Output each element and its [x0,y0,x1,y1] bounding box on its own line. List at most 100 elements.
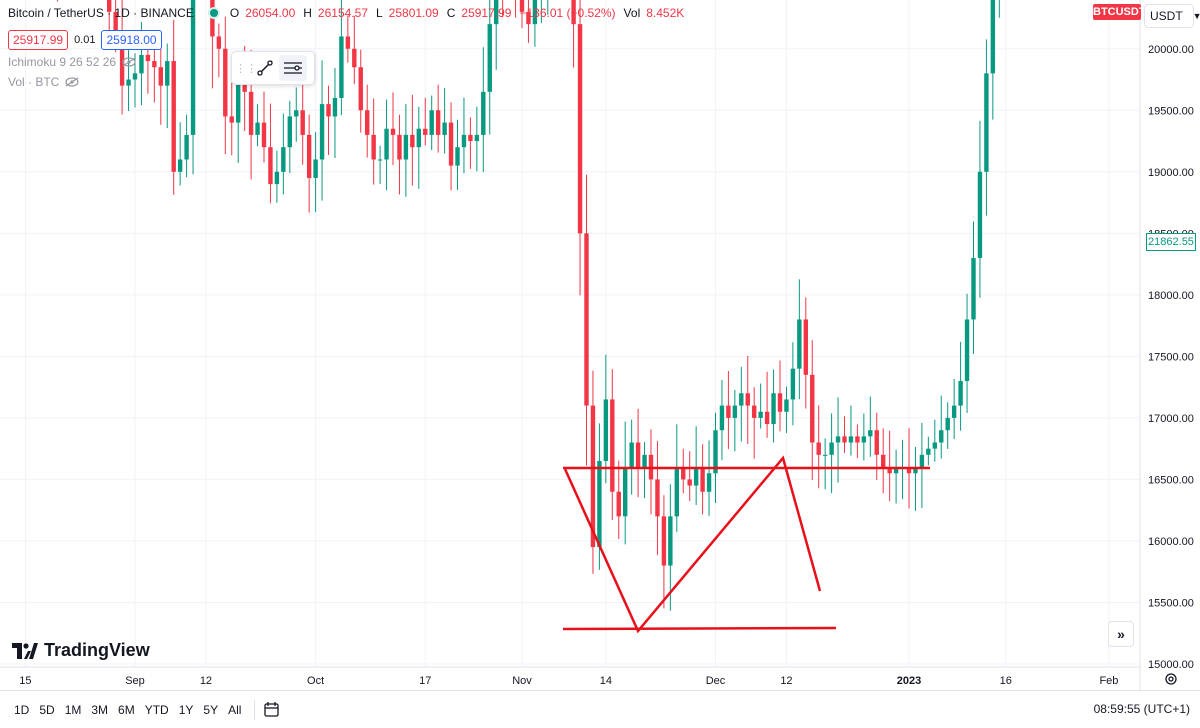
sell-price-button[interactable]: 25917.99 [8,30,69,50]
time-tick-label: Sep [125,675,145,687]
scroll-to-latest-button[interactable]: » [1108,621,1134,647]
price-tick-label: 17000.00 [1148,413,1194,425]
candle-body [571,0,576,25]
candle-body [668,516,673,566]
hidden-eye-icon[interactable] [122,57,136,67]
tradingview-logo[interactable]: TradingView [12,640,150,661]
hidden-eye-icon[interactable] [65,77,79,87]
candle-body [397,134,402,160]
range-6m-button[interactable]: 6M [118,702,135,717]
range-5d-button[interactable]: 5D [39,702,55,717]
currency-select[interactable]: USDT ▼ [1144,4,1200,28]
candle-body [268,147,273,185]
candle-body [339,36,344,98]
candle-body [442,122,447,135]
candle-body [803,319,808,375]
candle-body [526,11,531,25]
candle-body [887,467,892,474]
candle-body [939,430,944,443]
candle-body [784,399,789,412]
candle-body [519,0,525,12]
candle-body [893,467,899,474]
high-label: H [303,6,312,20]
drag-handle-icon[interactable]: ⋮⋮ [235,62,257,75]
price-tick-label: 17500.00 [1148,351,1194,363]
symbol-title[interactable]: Bitcoin / TetherUS · 1D · BINANCE [8,6,194,20]
candle-body [752,405,757,418]
candle-body [332,97,338,117]
candle-body [287,116,292,148]
time-tick-label: Oct [307,675,324,687]
candle-body [435,110,441,135]
candle-body [429,110,434,135]
candle-body [687,479,692,486]
line-style-tool-button[interactable] [279,55,307,81]
candle-body [326,104,331,117]
candle-body [719,405,725,431]
candle-body [590,405,596,548]
range-1m-button[interactable]: 1M [64,702,82,717]
candle-body [461,134,467,148]
time-tick-label: 2023 [897,675,921,687]
candle-body [358,67,363,111]
time-axis: 15 Sep 12 Oct 17 Nov 14 Dec 12 2023 16 Feb [19,675,1118,687]
candle-body [855,436,860,443]
candle-body [190,0,196,135]
range-5y-button[interactable]: 5Y [203,702,219,717]
gear-icon[interactable] [1164,672,1178,686]
candle-body [745,393,750,406]
candle-body [455,147,460,166]
candle-body [255,122,260,135]
symbol-price-tag: BTCUSDT [1093,4,1146,20]
candle-body [403,134,409,160]
candle-body [790,368,796,400]
range-3m-button[interactable]: 3M [91,702,109,717]
candle-body [107,0,112,12]
indicator-volume[interactable]: Vol · BTC [8,75,79,89]
volume-value: 8.452K [646,6,685,20]
candle-body [177,159,183,172]
candle-body [951,405,957,418]
candle-body [919,454,925,468]
price-chart[interactable]: 15000.00 15500.00 16000.00 16500.00 17000.00… [0,0,1200,690]
range-1d-button[interactable]: 1D [14,702,30,717]
candle-body [771,393,776,425]
candle-body [797,319,802,369]
timezone-clock[interactable]: 08:59:55 (UTC+1) [1093,702,1190,716]
pattern-polyline[interactable] [563,455,822,634]
candle-body [822,454,828,456]
candle-body [681,467,686,480]
price-tick-label: 16500.00 [1148,474,1194,486]
candle-body [184,134,189,160]
candle-body [732,405,738,418]
indicator-ichimoku[interactable]: Ichimoku 9 26 52 26 [8,55,136,69]
range-all-button[interactable]: All [228,702,242,717]
user-drawings[interactable] [562,455,930,634]
candle-body [842,436,847,443]
range-1y-button[interactable]: 1Y [178,702,194,717]
buy-price-button[interactable]: 25918.00 [101,30,162,50]
volume-label: Vol [623,6,641,20]
candle-body [274,171,280,185]
price-tick-label: 19500.00 [1148,105,1194,117]
bottom-toolbar: 1D 5D 1M 3M 6M YTD 1Y 5Y All 08:59:55 (U… [0,690,1200,728]
candle-body [377,159,383,161]
support-line[interactable] [562,626,837,631]
candle-body [700,467,705,492]
candle-body [964,319,970,381]
candle-body [674,467,679,517]
time-tick-label: 16 [1000,675,1012,687]
low-label: L [375,6,383,20]
indicator-label: Ichimoku 9 26 52 26 [8,55,117,69]
trendline-tool-button[interactable] [251,55,279,81]
order-prices: 25917.99 0.01 25918.00 [8,30,162,50]
range-ytd-button[interactable]: YTD [144,702,169,717]
candle-body [584,233,589,406]
candle-body [229,116,234,123]
price-tick-label: 15000.00 [1148,659,1194,671]
candle-body [861,436,867,443]
calendar-range-icon[interactable] [263,701,281,719]
candle-body [236,73,241,123]
candle-body [693,467,699,486]
